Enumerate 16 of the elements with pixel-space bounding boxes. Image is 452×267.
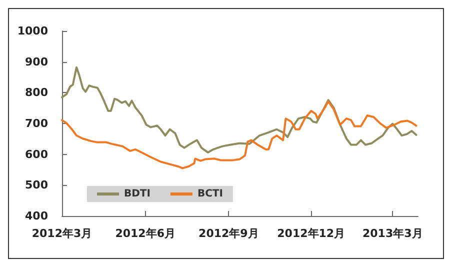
- y-tick-label: 600: [25, 148, 48, 161]
- y-tick-label: 900: [25, 55, 48, 68]
- line-series: [61, 100, 418, 170]
- x-tick-label: 2012年9月: [198, 227, 259, 240]
- y-tick-label: 700: [25, 117, 48, 130]
- y-tick-label: 800: [25, 86, 48, 100]
- x-tick-label: 2012年12月: [277, 227, 346, 240]
- x-tick-label: 2013年3月: [362, 227, 423, 240]
- y-tick-label: 400: [25, 210, 48, 222]
- y-tick-label: 500: [25, 178, 48, 192]
- legend-label: BCTI: [197, 188, 223, 200]
- legend-label: BDTI: [124, 188, 150, 200]
- line-series: [61, 66, 418, 154]
- x-tick-label: 2012年6月: [115, 227, 176, 240]
- y-tick-label: 1000: [17, 24, 48, 38]
- x-tick-label: 2012年3月: [32, 227, 92, 240]
